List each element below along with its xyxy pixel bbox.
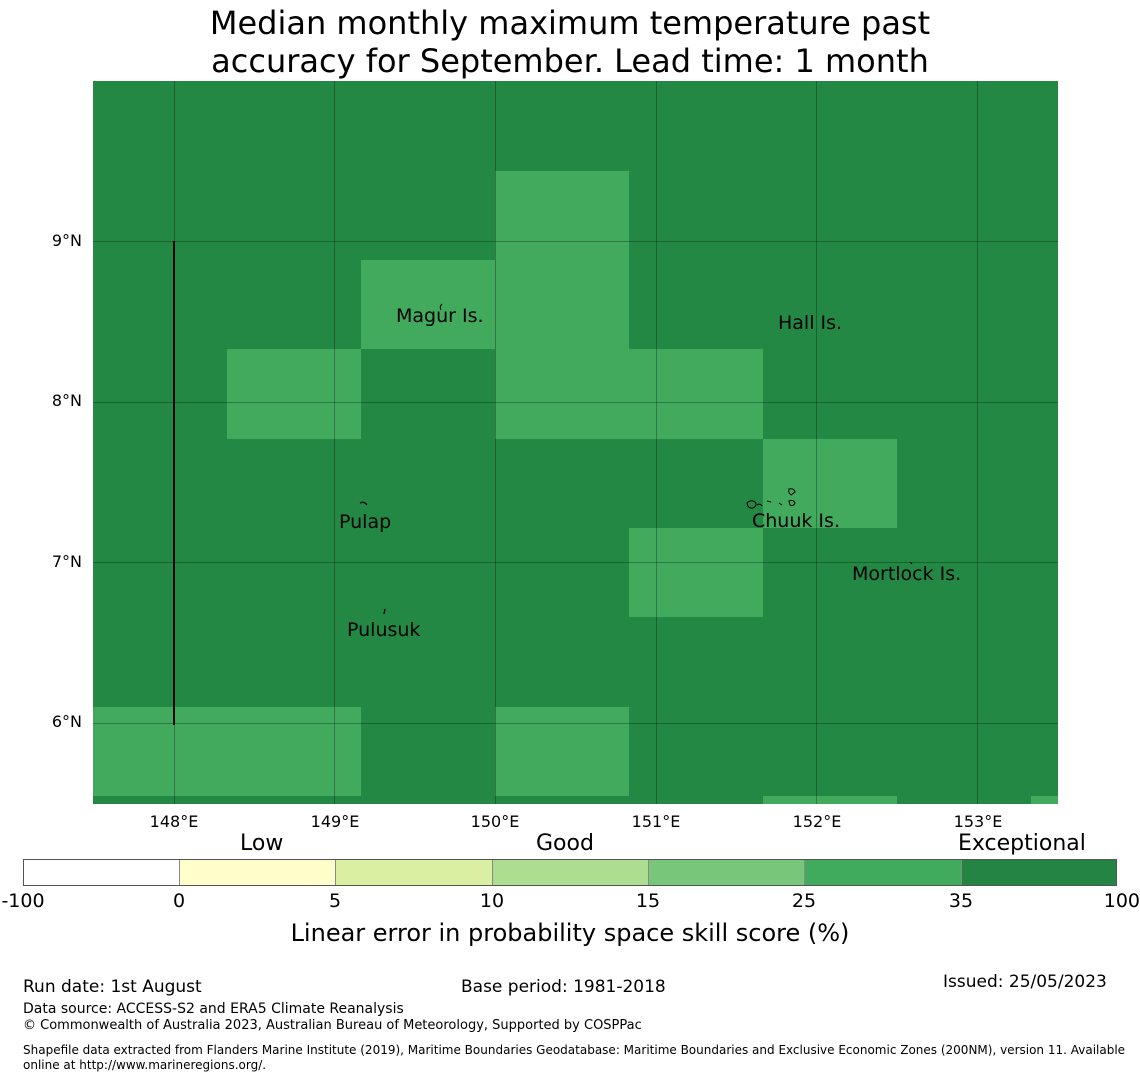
place-label-chuuk: Chuuk Is. xyxy=(752,510,840,532)
colorbar xyxy=(23,859,1117,886)
place-label-hall: Hall Is. xyxy=(778,312,843,334)
lon-label: 153°E xyxy=(953,812,1003,831)
map-cell-25-35 xyxy=(629,528,763,617)
copyright: © Commonwealth of Australia 2023, Austra… xyxy=(23,1018,642,1033)
map-cell-25-35 xyxy=(763,439,897,528)
legend-category-good: Good xyxy=(536,831,594,856)
gridline-152e xyxy=(816,81,817,804)
colorbar-title: Linear error in probability space skill … xyxy=(290,919,850,947)
chuuk-islands-outline xyxy=(746,488,796,509)
gridline-149e xyxy=(334,81,335,804)
title-line-2: accuracy for September. Lead time: 1 mon… xyxy=(211,42,929,80)
colorbar-tick-label: 0 xyxy=(172,890,186,912)
place-label-mortlock: Mortlock Is. xyxy=(852,563,962,585)
title-line-1: Median monthly maximum temperature past xyxy=(209,4,931,42)
issued-date: Issued: 25/05/2023 xyxy=(943,972,1107,992)
chart-title: Median monthly maximum temperature past … xyxy=(0,4,1140,80)
place-label-pulusuk: Pulusuk xyxy=(347,619,421,641)
map-cell-25-35 xyxy=(227,349,361,439)
gridline-9n xyxy=(93,241,1058,242)
boundary-line xyxy=(173,241,175,725)
map-cell-25-35 xyxy=(495,707,629,796)
skill-map xyxy=(93,81,1058,804)
gridline-153e xyxy=(977,81,978,804)
map-cell-25-35 xyxy=(361,260,495,349)
lon-label: 150°E xyxy=(470,812,520,831)
colorbar-segment xyxy=(180,860,336,885)
lat-label: 8°N xyxy=(51,391,82,410)
lon-label: 148°E xyxy=(149,812,199,831)
colorbar-tick-label: 100 xyxy=(1103,890,1140,912)
gridline-6n xyxy=(93,723,1058,724)
place-label-pulap: Pulap xyxy=(339,511,392,533)
run-date: Run date: 1st August xyxy=(23,977,202,997)
colorbar-segment xyxy=(493,860,649,885)
lat-label: 6°N xyxy=(51,712,82,731)
map-cell-25-35 xyxy=(763,796,897,804)
gridline-8n xyxy=(93,402,1058,403)
colorbar-tick-label: 10 xyxy=(479,890,505,912)
legend-category-exceptional: Exceptional xyxy=(958,831,1086,856)
colorbar-segment xyxy=(805,860,962,885)
lat-label: 7°N xyxy=(51,552,82,571)
data-source: Data source: ACCESS-S2 and ERA5 Climate … xyxy=(23,1001,404,1017)
magur-island-outline xyxy=(439,303,443,311)
pulap-island-outline xyxy=(359,501,368,506)
mortlock-island-outline xyxy=(909,561,913,565)
colorbar-tick-label: 25 xyxy=(791,890,817,912)
map-cell-25-35 xyxy=(1031,796,1058,804)
gridline-151e xyxy=(656,81,657,804)
colorbar-segment xyxy=(649,860,805,885)
colorbar-tick-label: 35 xyxy=(948,890,974,912)
map-cell-25-35 xyxy=(629,349,763,439)
map-cell-25-35 xyxy=(495,171,629,439)
gridline-150e xyxy=(495,81,496,804)
gridline-7n xyxy=(93,562,1058,563)
lon-label: 149°E xyxy=(310,812,360,831)
lon-label: 152°E xyxy=(792,812,842,831)
colorbar-segment xyxy=(336,860,493,885)
colorbar-tick-label: 5 xyxy=(328,890,342,912)
pulusuk-island-outline xyxy=(383,608,386,615)
base-period: Base period: 1981-2018 xyxy=(461,977,666,997)
lat-label: 9°N xyxy=(51,231,82,250)
colorbar-tick-label: 15 xyxy=(635,890,661,912)
place-label-magur: Magur Is. xyxy=(396,305,484,327)
colorbar-tick-label: -100 xyxy=(1,890,45,912)
map-cell-25-35 xyxy=(93,707,361,796)
shapefile-credit: Shapefile data extracted from Flanders M… xyxy=(23,1043,1126,1072)
colorbar-segment xyxy=(24,860,180,885)
colorbar-segment xyxy=(962,860,1116,885)
legend-category-low: Low xyxy=(240,831,284,856)
lon-label: 151°E xyxy=(631,812,681,831)
